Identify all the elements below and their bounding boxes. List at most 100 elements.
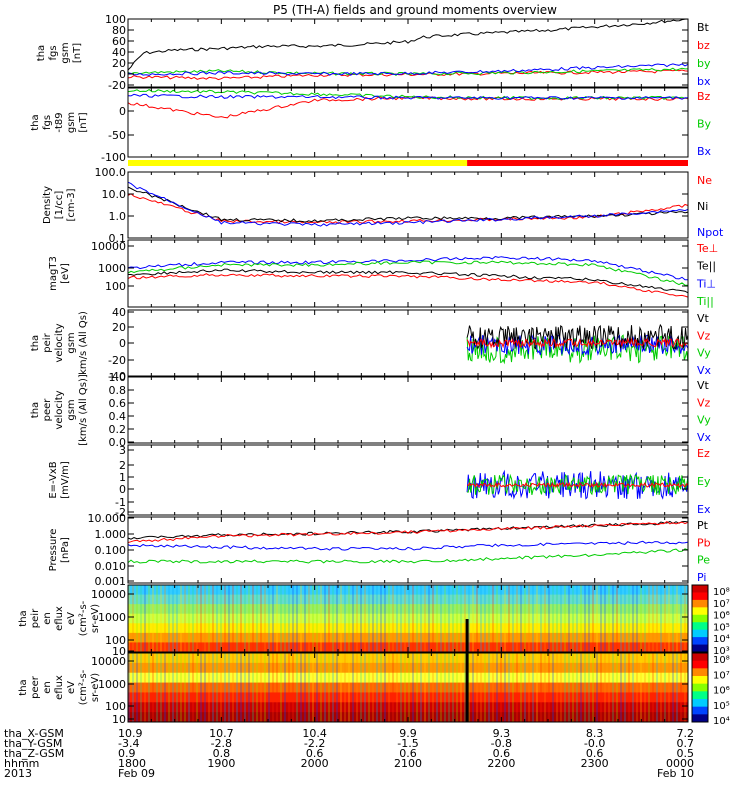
spectrogram-column xyxy=(468,653,470,722)
spectrogram-column xyxy=(588,653,590,722)
spectrogram-column xyxy=(148,585,150,652)
spectrogram-column xyxy=(256,585,258,652)
spectrogram-column xyxy=(668,585,670,652)
spectrogram-column xyxy=(524,653,526,722)
spectrogram-column xyxy=(580,585,582,652)
colorbar-label: 10⁵ xyxy=(713,701,730,712)
spectrogram-column xyxy=(488,653,490,722)
orbit-value: 10.4 xyxy=(302,727,327,740)
colorbar-label: 10⁷ xyxy=(713,599,730,610)
legend-entry-temp: Te|| xyxy=(696,260,716,273)
spectrogram-column xyxy=(320,653,322,722)
spectrogram-column xyxy=(680,585,682,652)
spectrogram-column xyxy=(428,653,430,722)
spectrogram-column xyxy=(324,585,326,652)
spectrogram-column xyxy=(368,585,370,652)
legend-entry-density: Ne xyxy=(697,174,712,187)
spectrogram-column xyxy=(624,653,626,722)
spectrogram-column xyxy=(212,653,214,722)
y-axis-label: [km/s (All Qs)] xyxy=(78,374,89,446)
y-axis-label: en xyxy=(42,681,53,694)
spectrogram-column xyxy=(448,653,450,722)
spectrogram-column xyxy=(308,653,310,722)
legend-entry-density: Npot xyxy=(697,226,724,239)
y-tick-label: 20 xyxy=(112,321,126,334)
y-axis-label: -t89 xyxy=(54,112,65,132)
noise-trace xyxy=(466,337,689,349)
spectrogram-column xyxy=(512,653,514,722)
y-axis-label: [nT] xyxy=(78,112,89,132)
spectrogram-column xyxy=(664,585,666,652)
orbit-value: 0.6 xyxy=(399,747,417,760)
spectrogram-column xyxy=(284,585,286,652)
spectrogram-column xyxy=(576,653,578,722)
spectrogram-column xyxy=(180,653,182,722)
y-tick-label: 0 xyxy=(119,483,126,496)
spectrogram-column xyxy=(408,585,410,652)
orbit-value: -3.4 xyxy=(118,737,139,750)
legend-entry-temp: Ti⊥ xyxy=(696,277,716,290)
orbit-value: 0.6 xyxy=(306,747,324,760)
series-line-Ti⊥ xyxy=(127,255,688,281)
spectrogram-column xyxy=(168,585,170,652)
spectrogram-column xyxy=(516,585,518,652)
colorbar-segment xyxy=(692,629,708,638)
spectrogram-column xyxy=(440,585,442,652)
spectrogram-column xyxy=(144,585,146,652)
colorbar-label: 10⁶ xyxy=(713,611,730,622)
y-tick-label: -20 xyxy=(108,354,126,367)
y-tick-label: 0.1 xyxy=(109,232,127,245)
orbit-value: 1800 xyxy=(118,757,146,770)
spectrogram-column xyxy=(204,653,206,722)
spectrogram-column xyxy=(660,653,662,722)
spectrogram-column xyxy=(352,653,354,722)
orbit-value: 8.3 xyxy=(586,727,604,740)
y-axis-label: [nT] xyxy=(72,43,83,63)
spectrogram-column xyxy=(136,585,138,652)
spectrogram-column xyxy=(340,585,342,652)
spectrogram-column xyxy=(244,653,246,722)
mode-bar-slow xyxy=(128,160,468,166)
orbit-row-label: tha_X-GSM xyxy=(4,727,64,740)
spectrogram-column xyxy=(552,585,554,652)
y-tick-label: 1000 xyxy=(98,611,126,624)
spectrogram-column xyxy=(408,653,410,722)
spectrogram-column xyxy=(540,585,542,652)
spectrogram-column xyxy=(164,585,166,652)
spectrogram-column xyxy=(240,585,242,652)
spectrogram-band xyxy=(128,682,688,693)
orbit-value: -0.0 xyxy=(584,737,605,750)
y-tick-label: 10.0 xyxy=(102,188,127,201)
spectrogram-column xyxy=(588,585,590,652)
spectrogram-column xyxy=(196,585,198,652)
panel-peir-vel: 40 20 0 -20 -40 tha peir velocity gsm km/s (All Q… xyxy=(30,306,712,383)
y-tick-label: 0 xyxy=(119,68,126,81)
y-tick-label: 0.0 xyxy=(109,436,127,449)
spectrogram-column xyxy=(284,653,286,722)
y-axis-label: en xyxy=(42,612,53,625)
orbit-value: -1.5 xyxy=(397,737,418,750)
y-tick-label: 100 xyxy=(105,280,126,293)
noise-trace xyxy=(466,481,689,489)
spectrogram-column xyxy=(400,585,402,652)
spectrogram-column xyxy=(220,585,222,652)
y-axis-label: gsm xyxy=(60,42,71,63)
spectrogram-column xyxy=(316,653,318,722)
spectrogram-column xyxy=(636,585,638,652)
orbit-row-label: tha_Y-GSM xyxy=(4,737,62,750)
spectrogram-column xyxy=(644,653,646,722)
legend-entry-fgs: by xyxy=(697,57,711,70)
spectrogram-column xyxy=(404,585,406,652)
spectrogram-column xyxy=(684,585,686,652)
colorbar-segment xyxy=(692,585,708,593)
orbit-value: 0000 xyxy=(666,757,694,770)
series-line-Bz xyxy=(127,95,689,119)
spectrogram-column xyxy=(276,585,278,652)
spectrogram-column xyxy=(316,585,318,652)
spectrogram-column xyxy=(616,653,618,722)
spectrogram-column xyxy=(172,585,174,652)
legend-entry-pressure: Pe xyxy=(697,554,710,567)
spectrogram-column xyxy=(672,653,674,722)
spectrogram-column xyxy=(412,653,414,722)
y-axis-label: eflux xyxy=(54,606,65,631)
